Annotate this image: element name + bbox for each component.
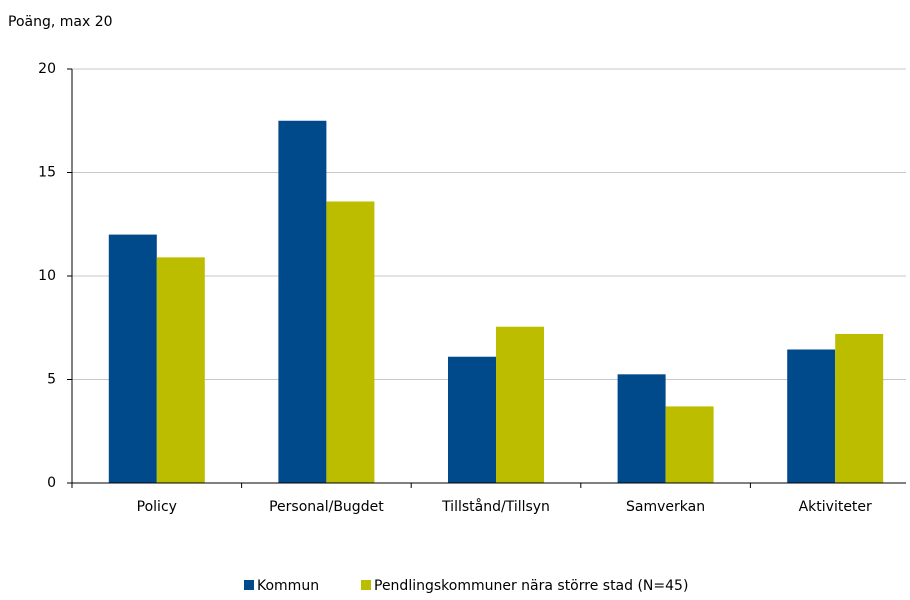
bar <box>787 349 836 483</box>
bar <box>835 333 884 483</box>
bar <box>496 326 544 483</box>
legend-label: Pendlingskommuner nära större stad (N=45… <box>374 578 688 594</box>
bar <box>448 356 496 483</box>
legend-label: Kommun <box>257 578 319 594</box>
x-tick-label: Policy <box>137 499 177 515</box>
bar <box>617 374 666 483</box>
x-tick-label: Tillstånd/Tillsyn <box>441 498 550 515</box>
bar <box>156 257 205 483</box>
bar <box>665 406 714 483</box>
y-tick-label: 15 <box>38 165 56 181</box>
bar <box>278 120 327 483</box>
y-tick-label: 20 <box>38 61 56 77</box>
bar <box>108 234 157 483</box>
y-tick-label: 10 <box>38 268 56 284</box>
x-tick-label: Aktiviteter <box>799 499 872 515</box>
y-tick-label: 5 <box>47 372 56 388</box>
x-tick-label: Personal/Bugdet <box>269 499 384 515</box>
legend-swatch <box>244 580 254 590</box>
legend-swatch <box>361 580 371 590</box>
y-axis-label: Poäng, max 20 <box>8 14 113 30</box>
x-tick-label: Samverkan <box>626 499 705 515</box>
y-tick-label: 0 <box>47 475 56 491</box>
bar <box>326 201 375 484</box>
